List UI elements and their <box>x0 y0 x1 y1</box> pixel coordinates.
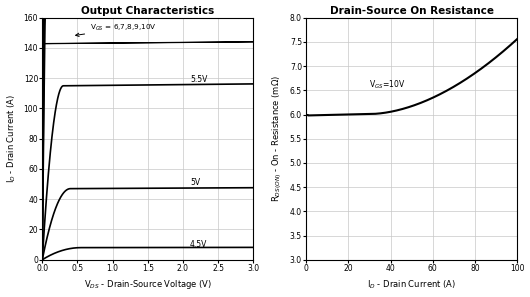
Text: 5V: 5V <box>190 178 200 187</box>
X-axis label: V$_{DS}$ - Drain-Source Voltage (V): V$_{DS}$ - Drain-Source Voltage (V) <box>84 279 212 291</box>
Y-axis label: I$_D$ - Drain Current (A): I$_D$ - Drain Current (A) <box>5 94 18 183</box>
Title: Drain-Source On Resistance: Drain-Source On Resistance <box>330 6 493 15</box>
Y-axis label: R$_{DS(ON)}$ - On - Resistance (mΩ): R$_{DS(ON)}$ - On - Resistance (mΩ) <box>270 75 284 202</box>
X-axis label: I$_D$ - Drain Current (A): I$_D$ - Drain Current (A) <box>367 279 456 291</box>
Text: V$_{GS}$=10V: V$_{GS}$=10V <box>369 78 406 91</box>
Text: 4.5V: 4.5V <box>190 240 207 249</box>
Text: 5.5V: 5.5V <box>190 75 207 84</box>
Title: Output Characteristics: Output Characteristics <box>81 6 215 15</box>
Text: V$_{GS}$ = 6,7,8,9,10V: V$_{GS}$ = 6,7,8,9,10V <box>76 23 157 37</box>
